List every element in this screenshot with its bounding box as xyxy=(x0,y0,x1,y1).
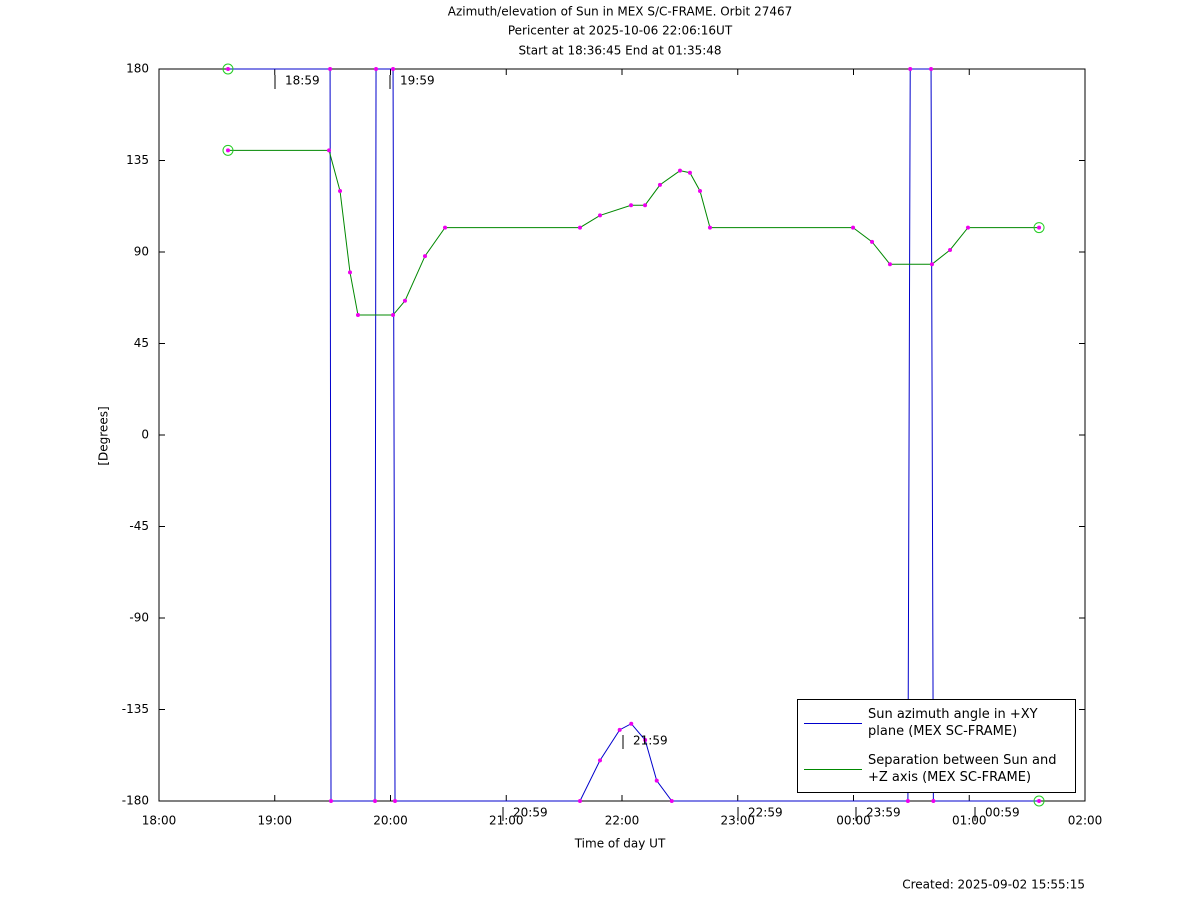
point-marker xyxy=(402,298,407,303)
y-tick-label: -135 xyxy=(122,702,149,716)
point-marker xyxy=(870,239,875,244)
point-marker xyxy=(1037,799,1042,803)
legend: Sun azimuth angle in +XY plane (MEX SC-F… xyxy=(797,699,1076,793)
point-marker xyxy=(225,148,230,153)
y-tick-label: 180 xyxy=(126,62,149,76)
annotation: 20:59 xyxy=(513,806,548,820)
point-marker xyxy=(328,67,333,71)
point-marker xyxy=(443,225,448,230)
x-tick-label: 20:00 xyxy=(373,814,408,828)
point-marker xyxy=(393,799,398,803)
point-marker xyxy=(391,313,396,318)
point-marker xyxy=(329,799,334,803)
annotation: 21:59 xyxy=(633,734,668,748)
x-tick-label: 00:00 xyxy=(836,814,871,828)
point-marker xyxy=(851,225,856,230)
y-tick-label: -90 xyxy=(129,611,149,625)
annotation: 22:59 xyxy=(748,806,783,820)
y-axis-label: [Degrees] xyxy=(97,406,111,465)
annotation: 18:59 xyxy=(285,74,320,88)
endpoint-marker xyxy=(222,144,234,156)
x-tick-label: 19:00 xyxy=(257,814,292,828)
point-marker xyxy=(372,799,377,803)
legend-swatch xyxy=(804,723,862,724)
endpoint-marker xyxy=(1033,795,1045,807)
point-marker xyxy=(929,67,934,71)
point-marker xyxy=(598,213,603,218)
legend-label: Sun azimuth angle in +XY plane (MEX SC-F… xyxy=(868,707,1038,739)
point-marker xyxy=(629,203,634,208)
point-marker xyxy=(577,225,582,230)
chart-subtitle: Start at 18:36:45 End at 01:35:48 xyxy=(518,44,721,58)
x-tick-label: 18:00 xyxy=(142,814,177,828)
series-line xyxy=(227,149,1040,316)
point-marker xyxy=(929,262,934,267)
point-marker xyxy=(698,189,703,193)
point-marker xyxy=(677,168,682,173)
y-tick-label: -180 xyxy=(122,794,149,808)
point-marker xyxy=(931,799,936,803)
point-marker xyxy=(391,67,396,71)
y-tick-label: 90 xyxy=(134,245,149,259)
annotation: 23:59 xyxy=(866,806,901,820)
endpoint-marker xyxy=(1033,222,1045,234)
chart-title: Azimuth/elevation of Sun in MEX S/C-FRAM… xyxy=(448,5,793,19)
chart-subtitle: Pericenter at 2025-10-06 22:06:16UT xyxy=(508,24,733,38)
point-marker xyxy=(887,262,892,267)
point-marker xyxy=(707,225,712,230)
point-marker xyxy=(643,738,648,742)
point-marker xyxy=(1037,225,1042,230)
legend-label: Separation between Sun and +Z axis (MEX … xyxy=(868,753,1057,785)
series-line xyxy=(227,68,1040,802)
x-tick-label: 01:00 xyxy=(952,814,987,828)
footer: Created: 2025-09-02 15:55:15 xyxy=(902,878,1085,892)
point-marker xyxy=(965,225,970,230)
point-marker xyxy=(577,799,582,803)
y-tick-label: -45 xyxy=(129,519,149,533)
x-tick-label: 02:00 xyxy=(1068,814,1103,828)
point-marker xyxy=(225,67,230,71)
point-marker xyxy=(643,203,648,208)
plot-frame xyxy=(158,68,1086,802)
point-marker xyxy=(338,189,343,193)
point-marker xyxy=(347,270,352,275)
point-marker xyxy=(687,170,692,175)
point-marker xyxy=(948,247,953,252)
point-marker xyxy=(598,758,603,763)
x-tick-label: 21:00 xyxy=(489,814,524,828)
point-marker xyxy=(374,67,379,71)
x-tick-label: 22:00 xyxy=(605,814,640,828)
point-marker xyxy=(657,182,662,187)
annotation: 00:59 xyxy=(985,806,1020,820)
point-marker xyxy=(422,254,427,259)
y-tick-label: 135 xyxy=(126,153,149,167)
point-marker xyxy=(669,799,674,803)
point-marker xyxy=(908,67,913,71)
point-marker xyxy=(654,778,659,783)
point-marker xyxy=(355,313,360,318)
y-tick-label: 45 xyxy=(134,336,149,350)
x-axis-label: Time of day UT xyxy=(574,837,666,851)
point-marker xyxy=(629,721,634,726)
y-tick-label: 0 xyxy=(141,428,149,442)
point-marker xyxy=(905,799,910,803)
point-marker xyxy=(617,727,622,732)
endpoint-marker xyxy=(222,63,234,75)
point-marker xyxy=(327,148,332,153)
annotation: 19:59 xyxy=(400,74,435,88)
legend-swatch xyxy=(804,769,862,770)
